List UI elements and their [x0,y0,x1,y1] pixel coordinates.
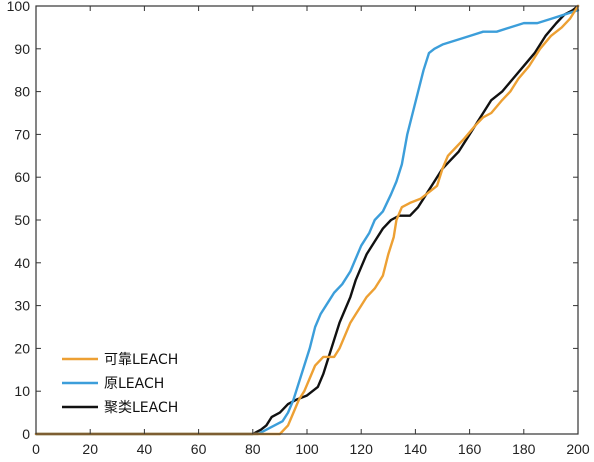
legend-label-0: 可靠LEACH [104,352,178,368]
y-tick-label: 100 [7,0,31,14]
series-line-0 [34,4,580,436]
x-tick-label: 200 [566,441,590,457]
y-tick-label: 60 [14,169,30,185]
x-tick-label: 0 [32,441,40,457]
x-tick-label: 120 [350,441,374,457]
y-tick-label: 30 [14,298,30,314]
x-tick-label: 60 [191,441,207,457]
y-tick-label: 0 [22,426,30,442]
x-tick-label: 180 [512,441,536,457]
x-tick-label: 80 [245,441,261,457]
legend-label-1: 原LEACH [104,376,164,392]
y-tick-label: 80 [14,84,30,100]
x-tick-label: 140 [404,441,428,457]
x-tick-label: 160 [458,441,482,457]
x-tick-label: 20 [82,441,98,457]
y-tick-label: 20 [14,340,30,356]
y-tick-label: 50 [14,212,30,228]
y-tick-label: 90 [14,41,30,57]
x-tick-label: 100 [295,441,319,457]
y-tick-label: 10 [14,383,30,399]
y-tick-label: 40 [14,255,30,271]
legend-label-2: 聚类LEACH [104,400,178,416]
x-tick-label: 40 [137,441,153,457]
y-tick-label: 70 [14,126,30,142]
plot-area [36,6,578,434]
axis-ticks: 0 20 40 60 80 100 120 140 160 180 200 0 10 20 30 40 50 60… [7,0,590,457]
series-line-2 [34,4,580,436]
legend: 可靠LEACH 原LEACH 聚类LEACH [62,352,178,416]
series-lines [34,4,580,436]
series-line-1 [34,9,580,436]
